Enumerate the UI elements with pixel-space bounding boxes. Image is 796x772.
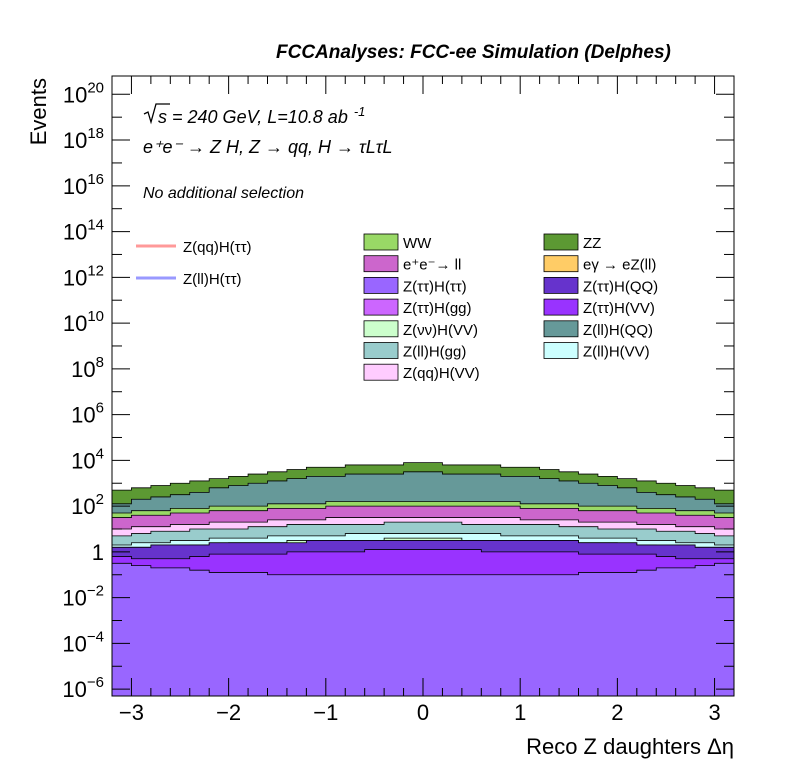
legend-swatch [363,233,399,251]
legend-label: Z(ττ)H(VV) [583,300,655,317]
y-tick-label: 1010 [63,308,104,336]
legend-swatch [363,342,399,359]
x-tick-label: 2 [611,700,623,725]
legend-label: Z(ττ)H(gg) [403,300,472,317]
legend-label: ZZ [583,235,601,252]
x-tick-label: −3 [119,700,144,725]
selection-annotation: No additional selection [143,185,304,202]
y-tick-labels: 10−6 10−4 10−2 1 102 104 106 108 1010 1012 1014 101… [62,79,104,702]
y-tick-label: 102 [71,491,104,519]
sqrt-symbol [143,103,170,125]
lumi-exponent: -1 [353,104,366,119]
legend-label: e⁺e⁻→ ll [403,257,461,274]
legend-swatch [543,255,579,273]
legend-swatch [363,255,399,273]
stack-z-h [111,562,735,697]
y-tick-label: 10−4 [62,628,104,656]
y-tick-label: 1018 [63,125,104,153]
legend-label: Z(ll)H(VV) [583,344,650,361]
legend-label: Z(ττ)H(ττ) [403,278,467,295]
y-tick-label: 10−2 [62,583,104,611]
y-tick-label: 108 [71,354,104,382]
signal-label: Z(ll)H(ττ) [183,271,242,288]
x-tick-label: 1 [514,700,526,725]
legend-label: Z(νν)H(VV) [403,322,478,339]
signal-legend: Z(qq)H(ττ) Z(ll)H(ττ) [136,239,252,288]
y-tick-label: 1 [92,540,104,565]
legend: WW ZZ e⁺e⁻→ ll eγ → eZ(ll) Z(ττ)H(ττ) Z(ττ)H(… [363,233,658,382]
legend-label: eγ → eZ(ll) [583,257,656,274]
legend-swatch [363,320,399,338]
energy-text: = 240 GeV, L=10.8 ab [172,107,348,127]
legend-swatch [543,276,579,294]
legend-swatch [543,233,579,251]
legend-label: Z(qq)H(VV) [403,365,480,382]
legend-swatch [543,320,579,338]
x-tick-label: 3 [708,700,720,725]
legend-swatch [363,276,399,294]
x-tick-label: −1 [313,700,338,725]
legend-label: Z(ττ)H(QQ) [583,278,658,295]
x-tick-labels: −3 −2 −1 0 1 2 3 [119,700,721,725]
tick-layer [111,76,735,696]
energy-sqrt: s [158,107,167,127]
y-tick-label: 10−6 [62,674,104,702]
legend-label: Z(ll)H(gg) [403,344,466,361]
y-tick-label: 1014 [63,217,104,245]
y-tick-label: 1016 [63,171,104,199]
legend-label: WW [403,235,432,252]
process-annotation: e⁺e⁻ → Z H, Z → qq, H → τLτL [143,137,393,157]
legend-swatch [543,342,579,359]
legend-swatch [363,298,399,316]
energy-annotation: s = 240 GeV, L=10.8 ab -1 [158,104,365,128]
y-tick-label: 1012 [63,262,104,290]
y-tick-label: 104 [71,445,104,473]
x-axis-label: Reco Z daughters Δη [526,734,734,759]
signal-label: Z(qq)H(ττ) [183,239,252,256]
y-tick-label: 1020 [63,79,104,107]
legend-label: Z(ll)H(QQ) [583,322,653,339]
stack-layer [111,462,735,697]
legend-swatch [543,298,579,316]
chart-title: FCCAnalyses: FCC-ee Simulation (Delphes) [276,42,671,63]
y-axis-label: Events [26,78,51,145]
x-tick-label: −2 [216,700,241,725]
legend-swatch [363,363,399,381]
x-tick-label: 0 [417,700,429,725]
y-tick-label: 106 [71,400,104,428]
